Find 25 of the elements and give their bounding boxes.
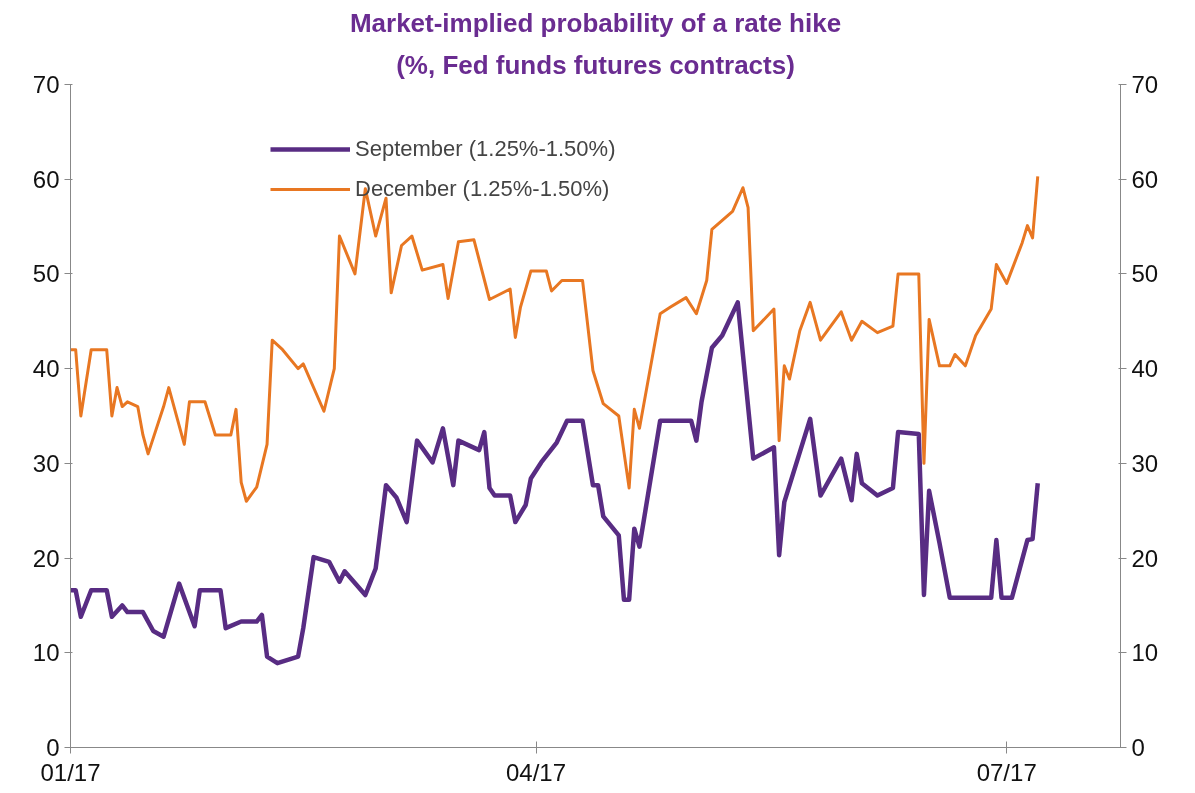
y2-tick-label: 10 <box>1131 639 1159 667</box>
y-tick-label: 0 <box>46 734 60 761</box>
y-tick-label: 20 <box>32 544 60 572</box>
y2-tick-label: 30 <box>1131 449 1159 477</box>
y2-tick-label: 0 <box>1131 734 1145 761</box>
y-tick-label: 40 <box>32 355 60 383</box>
y-tick-label: 50 <box>32 260 60 288</box>
chart-title: Market-implied probability of a rate hike <box>349 7 842 38</box>
x-tick-label: 07/17 <box>976 758 1037 786</box>
chart-subtitle: (%, Fed funds futures contracts) <box>396 49 795 80</box>
line-series <box>70 174 1040 503</box>
y-tick-label: 30 <box>32 449 60 477</box>
y2-tick-label: 60 <box>1131 165 1159 193</box>
y2-tick-label: 50 <box>1131 260 1159 288</box>
line-series <box>70 300 1040 666</box>
y2-tick-label: 40 <box>1131 355 1159 383</box>
y2-tick-label: 20 <box>1131 544 1159 572</box>
x-tick-label: 04/17 <box>505 758 567 786</box>
legend-label: September (1.25%-1.50%) <box>355 136 616 162</box>
y-tick-label: 70 <box>32 71 60 98</box>
y-tick-label: 60 <box>32 165 60 193</box>
legend-label: December (1.25%-1.50%) <box>355 176 610 202</box>
y2-tick-label: 70 <box>1131 71 1159 98</box>
x-tick-label: 01/17 <box>40 758 101 786</box>
y-tick-label: 10 <box>32 639 60 667</box>
